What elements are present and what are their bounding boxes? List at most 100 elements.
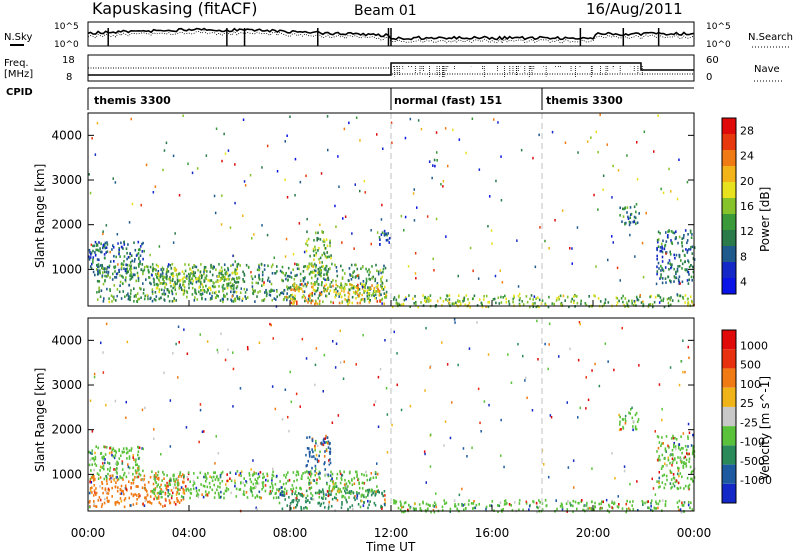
- echo-cell: [681, 244, 684, 248]
- echo-cell: [98, 496, 101, 499]
- echo-cell: [102, 271, 104, 274]
- echo-cell: [127, 451, 129, 454]
- echo-cell: [288, 295, 291, 298]
- echo-cell-sparse: [483, 400, 486, 403]
- echo-cell: [261, 481, 264, 485]
- echo-cell: [154, 291, 157, 294]
- echo-cell: [357, 274, 360, 277]
- echo-cell-sparse: [89, 191, 92, 195]
- echo-cell: [243, 493, 246, 496]
- echo-cell: [565, 502, 568, 505]
- nsearch-tick-bottom: 10^0: [706, 40, 731, 50]
- echo-cell: [664, 457, 666, 460]
- echo-cell: [98, 289, 101, 292]
- echo-cell: [179, 279, 182, 282]
- echo-cell: [213, 266, 215, 269]
- echo-cell: [335, 266, 338, 269]
- echo-cell-sparse: [337, 155, 339, 158]
- echo-cell-sparse: [381, 203, 383, 207]
- echo-cell: [368, 286, 371, 289]
- echo-cell: [202, 495, 205, 499]
- echo-cell-sparse: [301, 337, 304, 341]
- echo-cell: [691, 508, 694, 511]
- echo-cell: [663, 473, 666, 477]
- echo-cell: [692, 449, 694, 452]
- echo-cell-sparse: [182, 114, 184, 117]
- echo-cell: [157, 495, 160, 498]
- echo-cell: [282, 279, 284, 283]
- echo-cell-sparse: [607, 360, 609, 363]
- echo-cell: [142, 272, 144, 276]
- echo-cell: [227, 277, 229, 281]
- echo-cell: [347, 302, 349, 306]
- echo-cell: [687, 282, 690, 285]
- echo-cell: [315, 453, 318, 457]
- echo-cell: [674, 480, 677, 484]
- echo-cell: [367, 297, 370, 300]
- echo-cell: [219, 475, 222, 479]
- x-tick-label: 00:00: [677, 526, 712, 540]
- echo-cell: [146, 490, 148, 493]
- echo-cell: [325, 294, 328, 298]
- echo-cell-sparse: [405, 297, 407, 301]
- echo-cell: [97, 265, 100, 269]
- echo-cell: [203, 265, 206, 269]
- echo-cell: [672, 459, 675, 462]
- echo-cell: [532, 305, 535, 308]
- echo-cell: [130, 487, 132, 490]
- echo-cell: [310, 264, 313, 268]
- echo-cell: [308, 501, 311, 504]
- echo-cell-sparse: [452, 128, 454, 132]
- echo-cell-sparse: [413, 188, 415, 191]
- echo-cell-sparse: [94, 491, 96, 494]
- echo-cell-sparse: [415, 277, 417, 280]
- echo-cell: [218, 275, 220, 278]
- echo-cell: [182, 496, 185, 499]
- echo-cell: [218, 285, 220, 288]
- echo-cell: [538, 305, 540, 309]
- echo-cell: [101, 456, 103, 459]
- echo-cell: [286, 292, 288, 295]
- echo-cell: [665, 231, 667, 234]
- echo-cell: [316, 491, 319, 495]
- echo-cell: [365, 474, 368, 477]
- echo-cell-sparse: [404, 215, 407, 219]
- echo-cell: [108, 300, 111, 304]
- echo-cell: [372, 292, 374, 295]
- echo-cell: [305, 299, 308, 302]
- echo-cell: [664, 504, 667, 507]
- echo-cell: [326, 436, 329, 439]
- colorbar-swatch: [722, 214, 736, 230]
- echo-cell: [189, 273, 191, 277]
- echo-cell-sparse: [348, 121, 350, 125]
- echo-cell: [124, 295, 126, 298]
- echo-cell: [336, 477, 338, 480]
- echo-cell: [118, 290, 121, 294]
- echo-cell-sparse: [500, 199, 503, 202]
- echo-cell: [200, 483, 202, 486]
- echo-cell-sparse: [281, 418, 284, 421]
- echo-cell: [687, 435, 689, 438]
- echo-cell: [471, 297, 474, 301]
- echo-cell: [683, 234, 685, 237]
- echo-cell: [299, 493, 302, 496]
- echo-cell: [142, 257, 144, 261]
- echo-cell: [225, 270, 228, 274]
- echo-cell: [140, 478, 142, 482]
- echo-cell: [192, 479, 195, 483]
- echo-cell: [384, 266, 387, 270]
- echo-cell: [151, 263, 154, 266]
- echo-cell: [327, 494, 330, 498]
- echo-cell: [223, 268, 226, 272]
- echo-cell: [107, 468, 109, 471]
- echo-cell: [678, 235, 681, 239]
- echo-cell: [336, 472, 339, 476]
- echo-cell-sparse: [359, 189, 361, 193]
- echo-cell-sparse: [626, 154, 628, 157]
- echo-cell-sparse: [154, 185, 157, 188]
- echo-cell: [408, 294, 410, 297]
- echo-cell: [449, 507, 452, 511]
- echo-cell: [156, 477, 159, 480]
- echo-cell: [306, 507, 308, 510]
- echo-cell: [674, 436, 676, 440]
